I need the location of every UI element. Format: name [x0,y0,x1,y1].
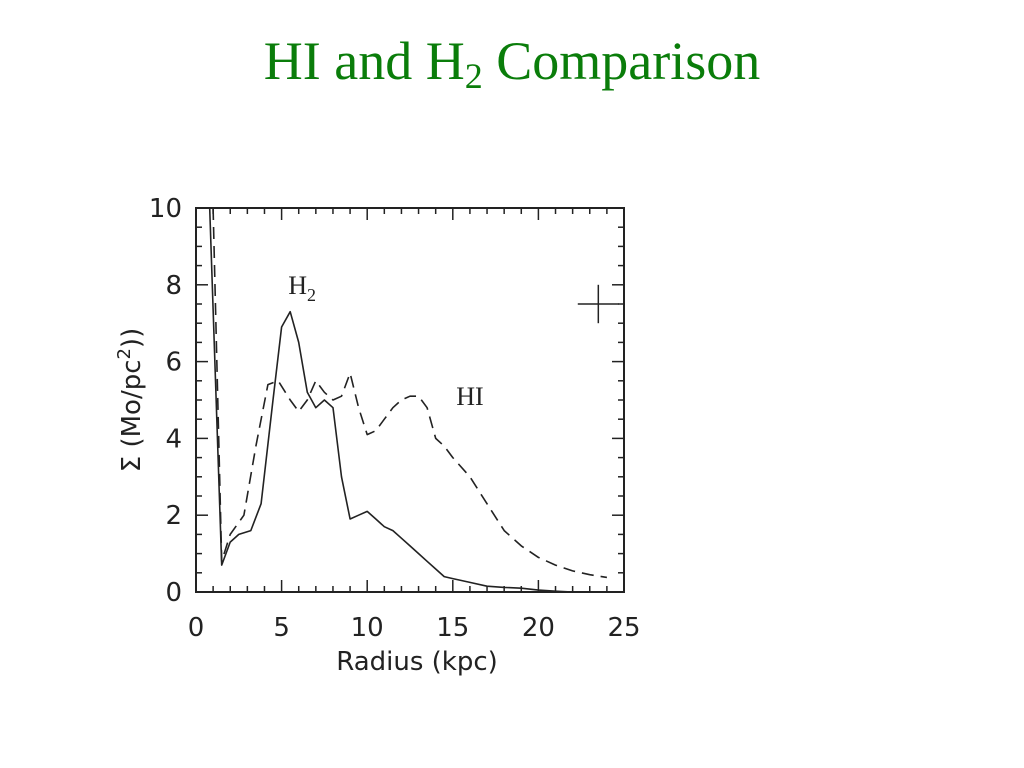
y-axis-label-suffix: )) [117,328,147,348]
y-tick-label: 4 [165,424,182,454]
x-tick-label: 20 [522,613,555,643]
title-main: HI and H [263,31,465,91]
plot-frame [195,207,625,593]
x-tick-label: 5 [273,613,290,643]
h2-series-line [208,207,573,593]
x-axis-label: Radius (kpc) [336,647,498,677]
hi-series-line [212,207,608,579]
x-tick-label: 10 [351,613,384,643]
ticks [195,207,625,593]
y-tick-label: 10 [149,194,182,224]
y-tick-label: 0 [165,578,182,608]
x-tick-label: 0 [188,613,205,643]
tick-labels: 0 5 10 15 20 25 0 2 4 6 8 10 [149,194,641,643]
series-labels: H2 HI [288,271,483,411]
title-subscript: 2 [464,56,483,96]
hi-series-label: HI [456,382,483,411]
error-cross [577,284,619,324]
series-label-main: HI [456,382,483,411]
slide-title: HI and H2 Comparison [0,31,1024,94]
y-tick-label: 6 [165,348,182,378]
y-axis-label: Σ (Mo/pc2)) [114,328,147,472]
x-tick-label: 25 [607,613,640,643]
series-lines [208,207,608,593]
title-rest: Comparison [482,31,761,91]
y-tick-label: 8 [165,271,182,301]
y-axis-label-sup: 2 [114,348,135,359]
h2-series-label: H2 [288,271,316,305]
x-tick-label: 15 [436,613,469,643]
y-axis-label-prefix: Σ (Mo/pc [117,360,147,473]
series-label-sub: 2 [307,285,316,305]
series-label-main: H [288,271,307,300]
y-tick-label: 2 [165,501,182,531]
